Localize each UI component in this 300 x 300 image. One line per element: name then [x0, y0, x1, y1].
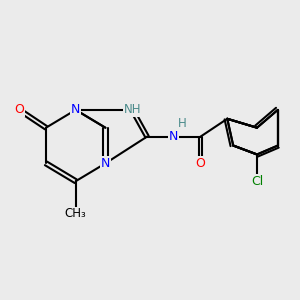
Text: O: O	[196, 157, 206, 170]
Text: N: N	[169, 130, 178, 143]
Text: O: O	[14, 103, 24, 116]
Text: N: N	[101, 157, 110, 170]
Text: H: H	[178, 117, 187, 130]
Text: Cl: Cl	[251, 175, 263, 188]
Text: CH₃: CH₃	[65, 207, 87, 220]
Text: NH: NH	[123, 103, 141, 116]
Text: N: N	[71, 103, 80, 116]
